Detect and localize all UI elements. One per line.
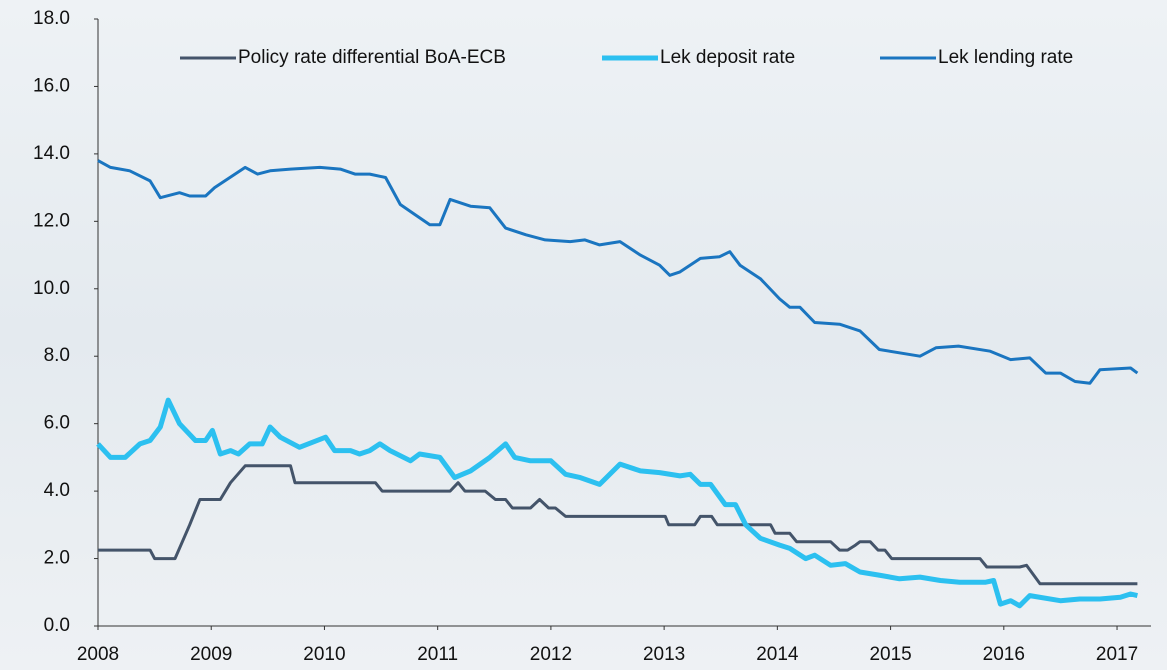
y-tick-label: 2.0 [44, 548, 70, 569]
chart: 0.0 2.0 4.0 6.0 8.0 10.0 12.0 14.0 16.0 18.0 2008 2… [0, 0, 1167, 670]
x-tick-label: 2015 [869, 644, 911, 665]
y-tick-label: 10.0 [33, 278, 70, 299]
line-series [98, 466, 1137, 584]
y-tick-label: 16.0 [33, 75, 70, 96]
y-tick-label: 12.0 [33, 210, 70, 231]
y-tick-label: 0.0 [44, 615, 70, 636]
legend-label: Policy rate differential BoA-ECB [238, 47, 506, 68]
y-tick-label: 18.0 [33, 8, 70, 29]
x-tick-label: 2013 [643, 644, 685, 665]
x-tick-label: 2017 [1096, 644, 1138, 665]
y-tick-label: 8.0 [44, 345, 70, 366]
x-tick-label: 2016 [983, 644, 1025, 665]
y-tick-label: 4.0 [44, 480, 70, 501]
x-tick-label: 2010 [303, 644, 345, 665]
y-tick-label: 14.0 [33, 143, 70, 164]
legend-label: Lek deposit rate [660, 47, 795, 68]
y-tick-label: 6.0 [44, 413, 70, 434]
x-tick-label: 2014 [756, 644, 799, 665]
x-tick-label: 2012 [530, 644, 572, 665]
legend-label: Lek lending rate [938, 47, 1073, 68]
line-series [98, 161, 1137, 384]
line-series [98, 400, 1137, 606]
x-tick-label: 2011 [417, 644, 458, 665]
x-tick-label: 2009 [190, 644, 232, 665]
x-tick-label: 2008 [77, 644, 119, 665]
